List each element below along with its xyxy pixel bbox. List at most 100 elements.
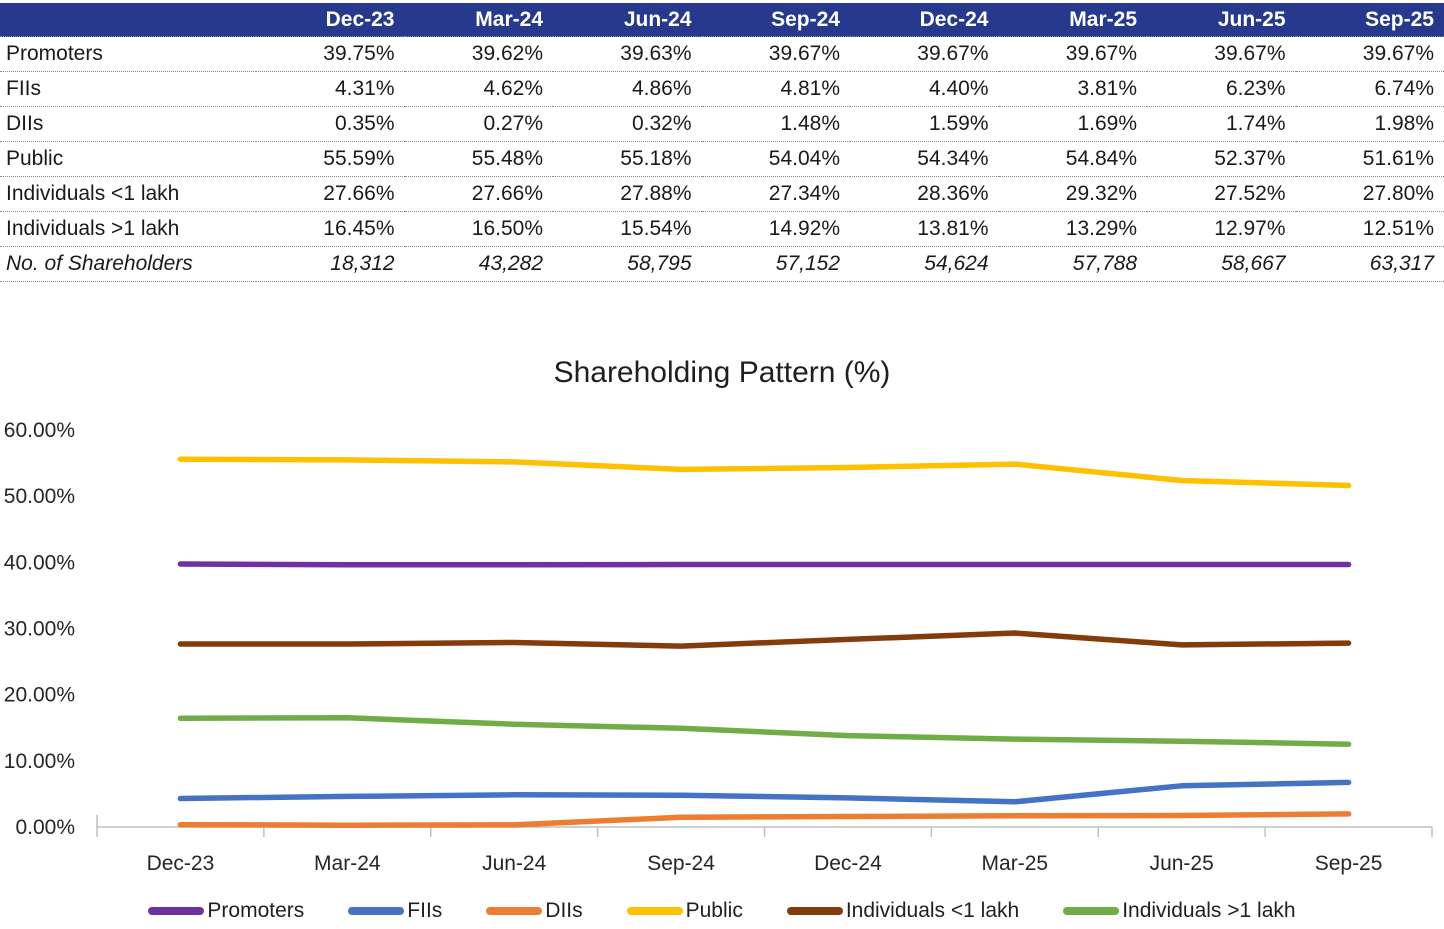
table-cell: 13.29%	[998, 211, 1147, 247]
table-cell: 39.67%	[1295, 36, 1444, 72]
table-cell: 16.45%	[256, 211, 405, 247]
table-cell: 6.23%	[1147, 71, 1296, 107]
column-header: Dec-24	[850, 3, 999, 37]
legend-label: Public	[685, 899, 743, 922]
table-cell: 58,795	[553, 246, 702, 282]
chart-canvas: 0.00% 10.00% 20.00% 30.00% 40.00% 50.00% 60.00…	[4, 419, 1433, 875]
table-row: Individuals <1 lakh 27.66% 27.66% 27.88% 27.…	[0, 176, 1444, 212]
column-header: Mar-24	[404, 3, 553, 37]
table-cell: 27.80%	[1295, 176, 1444, 212]
legend-label: DIIs	[545, 899, 583, 922]
table-cell: 39.67%	[1147, 36, 1296, 72]
table-cell: 39.67%	[701, 36, 850, 72]
x-axis-label: Mar-24	[314, 852, 381, 875]
legend-swatch	[148, 907, 205, 915]
chart-line-public	[177, 456, 1352, 489]
table-cell: 43,282	[404, 246, 553, 282]
table-row: DIIs 0.35% 0.27% 0.32% 1.48% 1.59% 1.69% 1.74% 1…	[0, 106, 1444, 142]
table-cell: 0.32%	[553, 106, 702, 142]
table-cell: 54,624	[850, 246, 999, 282]
table-cell: 15.54%	[553, 211, 702, 247]
table-row: No. of Shareholders 18,312 43,282 58,795 57,…	[0, 246, 1444, 282]
x-axis-label: Jun-25	[1150, 852, 1214, 875]
legend-swatch	[1063, 907, 1120, 915]
table-cell: 39.67%	[850, 36, 999, 72]
table-cell: 57,152	[701, 246, 850, 282]
column-header: Sep-24	[701, 3, 850, 37]
legend-item: DIIs	[486, 899, 583, 923]
column-header: Jun-25	[1147, 3, 1296, 37]
table-cell: 52.37%	[1147, 141, 1296, 177]
chart-line-individuals-1-lakh	[177, 630, 1352, 649]
legend-item: Individuals <1 lakh	[786, 899, 1020, 923]
table-cell: 27.66%	[256, 176, 405, 212]
legend-label: Promoters	[207, 899, 305, 922]
table-cell: 4.62%	[404, 71, 553, 107]
table-row: Promoters 39.75% 39.62% 39.63% 39.67% 39.67% 3…	[0, 36, 1444, 72]
table-cell: 51.61%	[1295, 141, 1444, 177]
row-label: Promoters	[0, 36, 256, 72]
table-cell: 0.27%	[404, 106, 553, 142]
x-axis-label: Dec-23	[147, 852, 215, 875]
table-cell: 18,312	[256, 246, 405, 282]
column-header: Jun-24	[553, 3, 702, 37]
table-cell: 54.04%	[701, 141, 850, 177]
row-label: Public	[0, 141, 256, 177]
table-cell: 55.59%	[256, 141, 405, 177]
shareholding-table: Dec-23 Mar-24 Jun-24 Sep-24 Dec-24 Mar-25 Jun-…	[0, 3, 1444, 282]
table-cell: 4.81%	[701, 71, 850, 107]
table-cell: 63,317	[1295, 246, 1444, 282]
table-row: FIIs 4.31% 4.62% 4.86% 4.81% 4.40% 3.81% 6.23% 6…	[0, 71, 1444, 107]
table-cell: 1.69%	[998, 106, 1147, 142]
table-cell: 27.66%	[404, 176, 553, 212]
chart-line-individuals-1-lakh	[177, 715, 1352, 747]
row-label: FIIs	[0, 71, 256, 107]
legend-item: FIIs	[348, 899, 442, 923]
table-cell: 28.36%	[850, 176, 999, 212]
y-axis-label: 10.00%	[4, 750, 75, 773]
y-axis-label: 30.00%	[4, 618, 75, 641]
row-label: DIIs	[0, 106, 256, 142]
table-cell: 12.97%	[1147, 211, 1296, 247]
legend-swatch	[786, 907, 843, 915]
table-cell: 1.98%	[1295, 106, 1444, 142]
table-cell: 27.88%	[553, 176, 702, 212]
legend-item: Promoters	[148, 899, 304, 923]
table-header-row: Dec-23 Mar-24 Jun-24 Sep-24 Dec-24 Mar-25 Jun-…	[0, 3, 1444, 37]
y-axis-label: 60.00%	[4, 419, 75, 442]
legend-label: Individuals <1 lakh	[845, 899, 1020, 922]
legend-label: Individuals >1 lakh	[1122, 899, 1296, 922]
chart-legend: Promoters FIIs DIIs Public Individuals <1 la…	[0, 896, 1444, 926]
table-cell: 54.84%	[998, 141, 1147, 177]
y-axis-label: 50.00%	[4, 485, 75, 508]
legend-swatch	[486, 907, 543, 915]
chart-title: Shareholding Pattern (%)	[553, 356, 891, 389]
y-axis-label: 20.00%	[4, 684, 75, 707]
table-cell: 39.62%	[404, 36, 553, 72]
column-header: Sep-25	[1295, 3, 1444, 37]
chart-line-promoters	[177, 561, 1352, 568]
table-cell: 1.74%	[1147, 106, 1296, 142]
table-cell: 13.81%	[850, 211, 999, 247]
table-cell: 0.35%	[256, 106, 405, 142]
column-header: Dec-23	[256, 3, 405, 37]
x-axis-label: Mar-25	[982, 852, 1049, 875]
legend-item: Public	[626, 899, 743, 923]
table-row: Public 55.59% 55.48% 55.18% 54.04% 54.34% 54.8…	[0, 141, 1444, 177]
table-cell: 39.63%	[553, 36, 702, 72]
table-cell: 4.86%	[553, 71, 702, 107]
legend-swatch	[348, 907, 405, 915]
table-cell: 16.50%	[404, 211, 553, 247]
table-cell: 54.34%	[850, 141, 999, 177]
x-axis-label: Sep-25	[1315, 852, 1383, 875]
table-row: Individuals >1 lakh 16.45% 16.50% 15.54% 14.…	[0, 211, 1444, 247]
chart-line-diis	[177, 811, 1352, 828]
y-axis-label: 40.00%	[4, 551, 75, 574]
legend-swatch	[626, 907, 683, 915]
table-cell: 6.74%	[1295, 71, 1444, 107]
column-header: Mar-25	[998, 3, 1147, 37]
legend-item: Individuals >1 lakh	[1063, 899, 1296, 923]
table-cell: 39.67%	[998, 36, 1147, 72]
table-cell: 27.52%	[1147, 176, 1296, 212]
